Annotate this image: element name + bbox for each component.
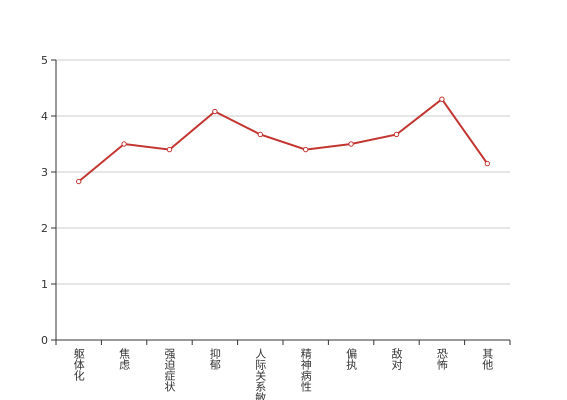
x-tick-label: 强迫症状: [163, 348, 176, 392]
point: [257, 131, 263, 138]
point: [121, 141, 127, 147]
y-tick-label: 0: [41, 334, 48, 347]
point: [393, 131, 400, 138]
x-tick-label: 精神病性: [299, 348, 312, 393]
point: [348, 141, 354, 147]
point: [484, 160, 490, 167]
point: [166, 146, 173, 153]
x-tick-label: 抑郁: [208, 347, 221, 370]
y-tick-label: 1: [41, 278, 48, 291]
point: [439, 96, 445, 102]
x-tick-label: 焦虑: [118, 348, 131, 370]
x-tick-label: 敌对: [390, 347, 403, 370]
x-tick-label: 躯体化: [72, 348, 85, 382]
x-tick-label: 偏执: [345, 347, 358, 371]
y-tick-label: 3: [41, 166, 48, 179]
y-tick-label: 5: [41, 54, 48, 67]
point: [303, 146, 309, 153]
y-tick-label: 2: [41, 222, 48, 235]
line: [78, 97, 489, 183]
x-tick-label: 人际关系敏感: [254, 348, 267, 400]
point: [76, 178, 82, 185]
x-tick-label: 恐怖: [435, 348, 448, 370]
y-tick-label: 4: [41, 110, 48, 123]
point: [212, 108, 218, 115]
x-tick-label: 其他: [481, 348, 494, 370]
